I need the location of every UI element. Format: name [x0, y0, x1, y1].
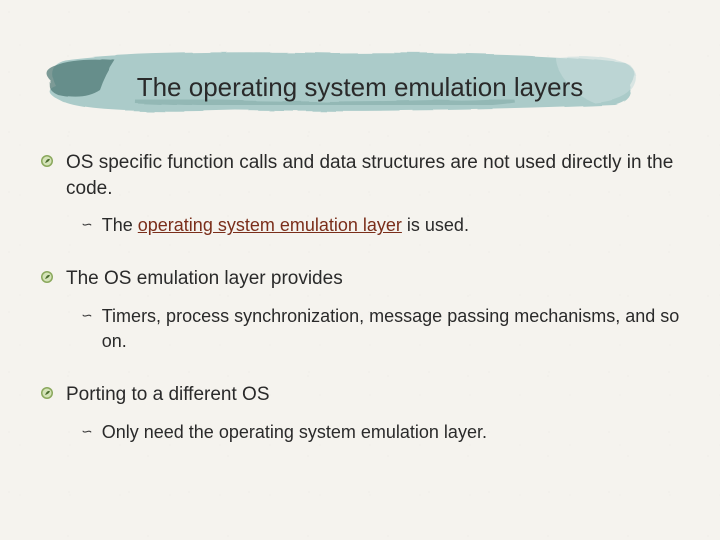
sub-text: The operating system emulation layer is …	[102, 213, 469, 238]
sub-item: ∽ The operating system emulation layer i…	[80, 213, 680, 238]
leaf-bullet-icon	[40, 154, 54, 168]
sub-bullet-icon: ∽	[80, 307, 92, 324]
sub-item: ∽ Only need the operating system emulati…	[80, 420, 680, 445]
bullet-text: Porting to a different OS	[66, 382, 270, 408]
bullet-text: OS specific function calls and data stru…	[66, 150, 680, 201]
leaf-bullet-icon	[40, 270, 54, 284]
sub-text: Timers, process synchronization, message…	[102, 304, 680, 354]
sub-text: Only need the operating system emulation…	[102, 420, 487, 445]
emphasis-text: operating system emulation layer	[138, 215, 402, 235]
sub-prefix: The	[102, 215, 138, 235]
content-area: OS specific function calls and data stru…	[40, 150, 680, 473]
leaf-bullet-icon	[40, 386, 54, 400]
bullet-text: The OS emulation layer provides	[66, 266, 343, 292]
bullet-item: The OS emulation layer provides ∽ Timers…	[40, 266, 680, 354]
bullet-item: OS specific function calls and data stru…	[40, 150, 680, 238]
sub-bullet-icon: ∽	[80, 216, 92, 233]
sub-suffix: is used.	[402, 215, 469, 235]
sub-item: ∽ Timers, process synchronization, messa…	[80, 304, 680, 354]
bullet-item: Porting to a different OS ∽ Only need th…	[40, 382, 680, 445]
sub-bullet-icon: ∽	[80, 423, 92, 440]
slide-title: The operating system emulation layers	[0, 72, 720, 103]
